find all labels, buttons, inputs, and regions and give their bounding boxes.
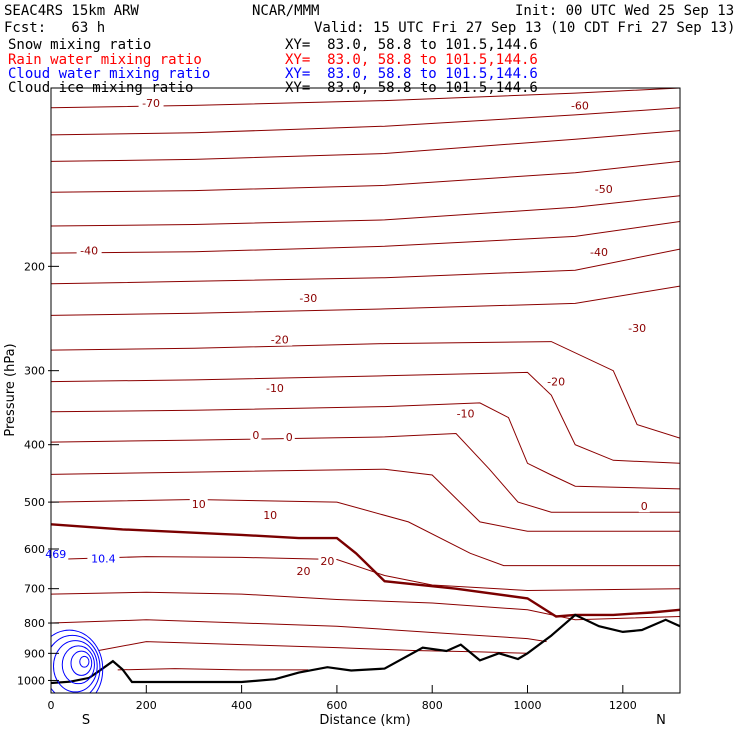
terrain-line [51, 613, 680, 685]
y-tick-label: 400 [24, 439, 45, 452]
contour-label-bg [250, 427, 262, 441]
cloud-water-contour [61, 645, 95, 685]
contour-label: 10.4 [91, 553, 116, 566]
cloud-water-contour [70, 650, 93, 676]
contour-label: -40 [590, 246, 608, 259]
legend-rain-label: Rain water mixing ratio [8, 52, 202, 68]
isotherm-line [51, 591, 680, 621]
contour-label: -50 [595, 183, 613, 196]
forecast-hour: Fcst: 63 h [4, 20, 106, 36]
isotherm-line [51, 402, 680, 490]
legend-snow-label: Snow mixing ratio [8, 37, 152, 53]
isotherm-line [51, 619, 547, 643]
init-time: Init: 00 UTC Wed 25 Sep 13 [515, 3, 735, 19]
contour-label-bg [318, 554, 337, 568]
contour-label-bg [267, 332, 293, 346]
contour-label: -10 [457, 407, 475, 420]
x-tick-label: 800 [422, 699, 443, 712]
contour-label: 20 [320, 555, 334, 568]
contour-label: -20 [547, 376, 565, 389]
x-tick-label: 400 [231, 699, 252, 712]
x-tick-label: 1200 [609, 699, 637, 712]
zero-isotherm-line [51, 523, 680, 618]
isotherm-line [51, 556, 680, 592]
contour-label: 469 [45, 548, 66, 561]
y-tick-label: 500 [24, 496, 45, 509]
isotherm-line [51, 248, 680, 285]
cloud-water-contour [51, 634, 101, 693]
center-name: NCAR/MMM [252, 3, 320, 19]
contour-label-bg [294, 564, 313, 578]
contour-label: 10 [263, 509, 277, 522]
y-axis-label: Pressure (hPa) [3, 343, 18, 436]
legend-cloudwater-label: Cloud water mixing ratio [8, 66, 211, 82]
contour-label-bg [591, 181, 617, 195]
contour-label-bg [262, 381, 288, 395]
contour-label-bg [453, 406, 479, 420]
contour-label: -30 [299, 292, 317, 305]
contour-label: 0 [641, 500, 648, 513]
contour-label-bg [567, 98, 593, 112]
y-tick-label: 300 [24, 365, 45, 378]
contour-label: 10 [192, 498, 206, 511]
isotherm-line [51, 285, 680, 316]
y-tick-label: 600 [24, 543, 45, 556]
model-title: SEAC4RS 15km ARW [4, 3, 139, 19]
contour-label-bg [624, 320, 650, 334]
y-tick-label: 1000 [17, 674, 45, 687]
isotherm-line [51, 498, 680, 567]
plot-frame [50, 87, 681, 694]
contour-label: 0 [252, 429, 259, 442]
isotherm-line [51, 371, 680, 464]
legend-snow-xy: XY= 83.0, 58.8 to 101.5,144.6 [285, 37, 538, 53]
north-end-label: N [656, 713, 666, 728]
y-tick-label: 800 [24, 617, 45, 630]
contour-label: -10 [266, 382, 284, 395]
contour-label: -30 [628, 322, 646, 335]
cloud-water-contour [51, 629, 104, 693]
contour-label: 20 [297, 565, 311, 578]
x-tick-label: 200 [136, 699, 157, 712]
contour-label-bg [283, 429, 295, 443]
x-axis-label: Distance (km) [319, 713, 410, 728]
contour-label-bg [87, 551, 120, 565]
contour-label: -40 [80, 244, 98, 257]
x-tick-label: 1000 [514, 699, 542, 712]
contour-label-bg [43, 547, 69, 561]
contour-label: 0 [286, 431, 293, 444]
isotherm-line [51, 160, 680, 193]
cloud-water-contour [79, 655, 90, 668]
y-tick-label: 700 [24, 583, 45, 596]
x-tick-label: 0 [48, 699, 55, 712]
isotherm-line [51, 468, 680, 532]
contour-label-bg [76, 243, 102, 257]
contour-label-bg [138, 95, 164, 109]
contour-label-bg [189, 497, 208, 511]
contour-label-bg [586, 244, 612, 258]
contour-label: -60 [571, 99, 589, 112]
isotherm-line [51, 130, 680, 162]
x-tick-label: 600 [326, 699, 347, 712]
contour-label: -20 [271, 334, 289, 347]
contour-label-bg [638, 499, 650, 513]
isotherm-line [51, 221, 680, 254]
cloud-water-contour [53, 640, 98, 693]
isotherm-line [51, 341, 680, 439]
isotherm-line [51, 107, 680, 136]
isotherm-line [117, 668, 309, 671]
y-tick-label: 900 [24, 647, 45, 660]
isotherm-line [51, 432, 680, 513]
y-tick-label: 200 [24, 260, 45, 273]
valid-time: Valid: 15 UTC Fri 27 Sep 13 (10 CDT Fri … [314, 20, 736, 36]
contour-label-bg [295, 290, 321, 304]
isotherm-line [51, 195, 680, 227]
legend-cloudwater-xy: XY= 83.0, 58.8 to 101.5,144.6 [285, 66, 538, 82]
contour-label-bg [261, 508, 280, 522]
south-end-label: S [82, 713, 90, 728]
legend-rain-xy: XY= 83.0, 58.8 to 101.5,144.6 [285, 52, 538, 68]
contour-label: -70 [142, 97, 160, 110]
contour-label-bg [543, 374, 569, 388]
isotherm-line [98, 641, 528, 654]
